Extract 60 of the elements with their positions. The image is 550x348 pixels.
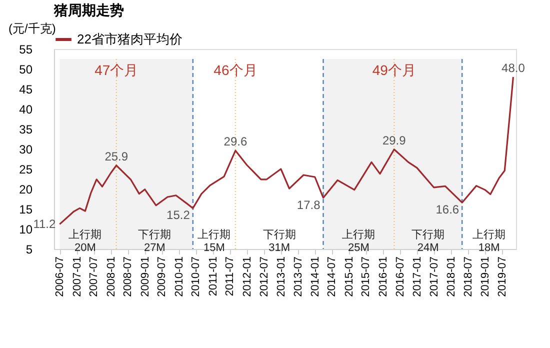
line-series [58,76,514,225]
x-tick-label: 2012-01 [241,256,254,297]
y-tick-label: 45 [19,82,33,96]
data-label: 11.2 [33,217,56,232]
x-tick-label: 2013-01 [275,256,288,297]
x-tick-label: 2007-07 [88,256,100,297]
x-tick-label: 2015-07 [360,256,372,297]
x-tick-label: 2011-07 [224,256,236,296]
y-tick-label: 55 [19,42,33,56]
x-tick-label: 2015-01 [343,256,356,297]
x-tick-label: 2010-01 [173,256,186,297]
data-label: 48.0 [502,61,526,75]
y-axis-title: (元/千克) [8,22,56,36]
x-tick-label: 2018-07 [462,256,474,297]
x-tick-label: 2014-01 [309,256,322,297]
y-tick-label: 50 [19,62,33,76]
x-tick-label: 2016-01 [377,256,390,297]
data-label: 15.2 [166,208,190,222]
x-tick-label: 2009-01 [139,256,152,297]
x-tick-label: 2008-01 [105,256,118,297]
chart-title: 猪周期走势 [53,2,124,18]
x-tick-label: 2016-07 [394,256,406,297]
x-tick-label: 2017-07 [428,256,440,297]
y-tick-label: 5 [26,242,33,256]
x-tick-label: 2013-07 [292,256,304,297]
x-tick-label: 2011-01 [207,256,220,296]
x-tick-label: 2009-07 [156,256,168,297]
x-tick-label: 2018-01 [445,256,458,297]
annotation: 46个月 [214,62,258,78]
y-tick-label: 30 [19,142,33,156]
annotation: 下行期 27M [138,229,172,254]
x-tick-label: 2012-07 [258,256,270,297]
x-tick-label: 2019-07 [496,256,508,297]
legend-label: 22省市猪肉平均价 [77,32,182,46]
y-tick-label: 40 [19,102,33,116]
y-tick-label: 20 [19,182,33,196]
x-tick-label: 2019-01 [479,256,492,297]
annotation: 上行期 15M [198,228,231,254]
annotation: 上行期 20M [68,228,102,254]
annotation: 下行期 31M [262,229,296,254]
data-label: 16.6 [436,202,460,217]
data-label: 29.6 [224,134,248,149]
x-tick-label: 2010-07 [190,256,202,297]
annotation: 上行期 18M [472,228,506,254]
annotation: 上行期 25M [342,228,376,254]
data-label: 25.9 [104,149,128,164]
x-tick-label: 2008-07 [122,256,134,297]
data-label: 17.8 [296,198,321,212]
y-tick-label: 25 [19,162,33,176]
y-tick-label: 10 [19,222,33,236]
annotation: 49个月 [372,62,416,78]
y-tick-label: 15 [19,202,33,216]
x-tick-label: 2014-07 [326,256,338,297]
annotation: 47个月 [94,62,138,78]
x-tick-label: 2006-07 [54,256,66,297]
x-tick-label: 2017-01 [411,256,424,297]
data-label: 29.9 [382,133,406,148]
x-tick-label: 2007-01 [71,256,84,297]
annotation: 下行期 24M [412,229,445,254]
y-tick-label: 35 [19,122,33,136]
